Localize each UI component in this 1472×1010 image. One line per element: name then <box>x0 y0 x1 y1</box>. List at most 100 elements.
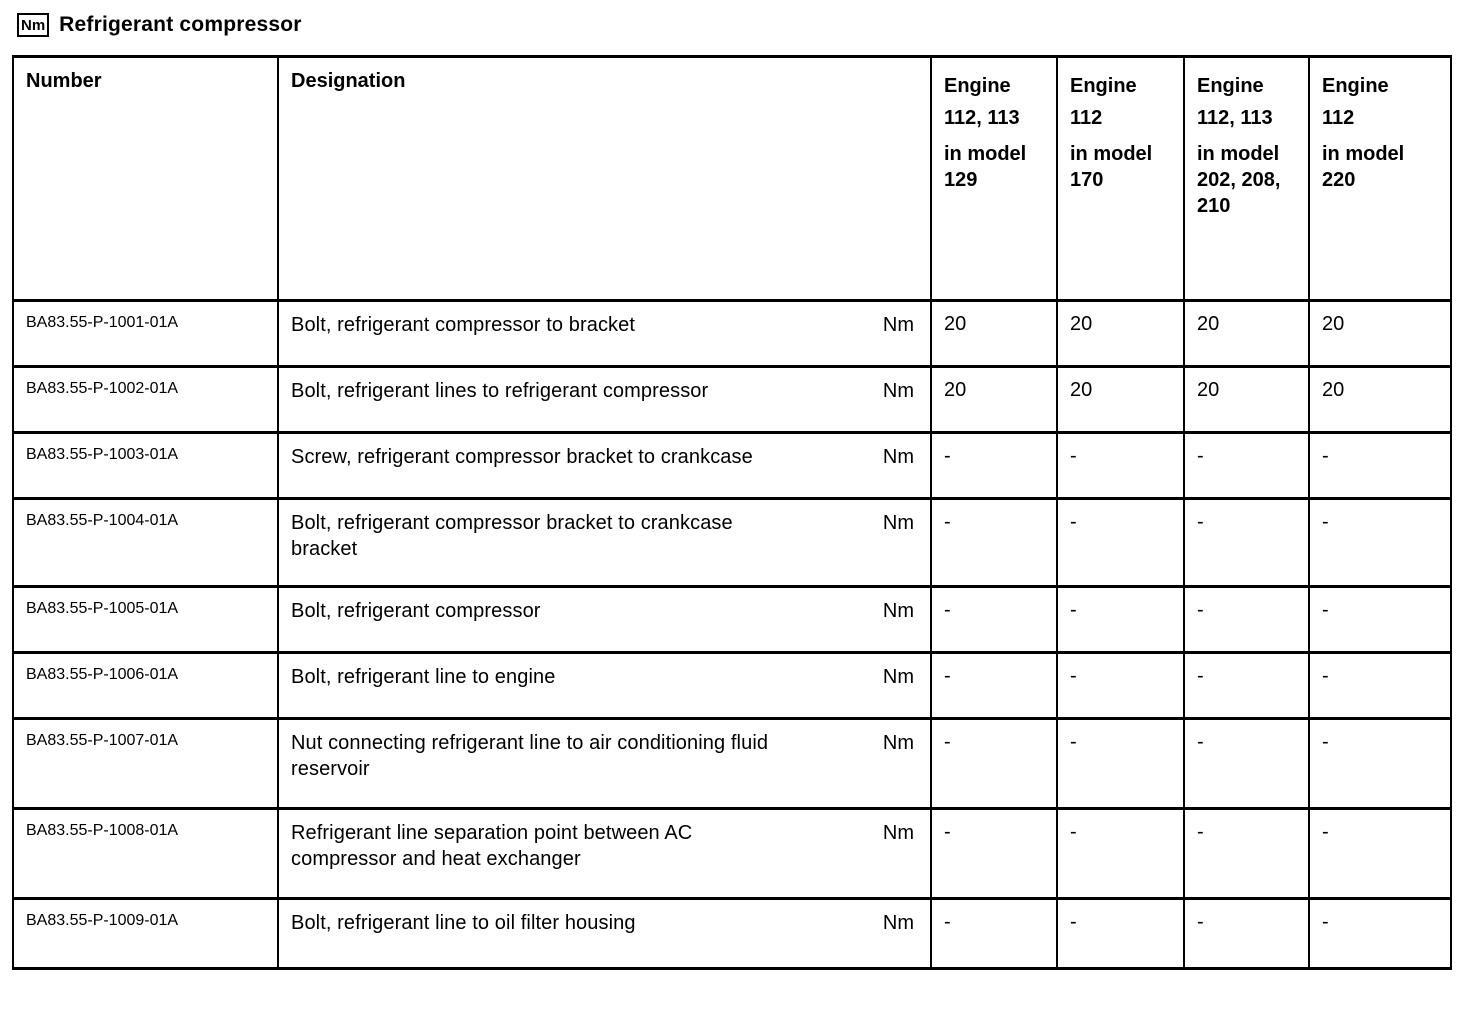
cell-torque-value: 20 <box>1183 299 1310 368</box>
table-row: BA83.55-P-1001-01A Bolt, refrigerant com… <box>12 299 1452 368</box>
cell-torque-value: 20 <box>1056 365 1185 434</box>
designation-text: Screw, refrigerant compressor bracket to… <box>291 446 753 468</box>
table-row: BA83.55-P-1006-01A Bolt, refrigerant lin… <box>12 651 1452 720</box>
table-row: BA83.55-P-1003-01A Screw, refrigerant co… <box>12 431 1452 500</box>
unit-label: Nm <box>882 666 914 688</box>
cell-torque-value: - <box>1056 585 1185 654</box>
designation-wrap: Bolt, refrigerant line to oil filter hou… <box>291 910 914 936</box>
cell-number: BA83.55-P-1005-01A <box>12 585 279 654</box>
cell-designation: Nut connecting refrigerant line to air c… <box>277 717 932 810</box>
cell-torque-value: - <box>1308 431 1452 500</box>
unit-label: Nm <box>882 512 914 534</box>
torque-nm-icon: Nm <box>17 13 50 37</box>
designation-text: Bolt, refrigerant compressor to bracket <box>291 314 636 336</box>
cell-designation: Bolt, refrigerant compressor bracket to … <box>277 497 932 588</box>
cell-torque-value: - <box>930 431 1058 500</box>
designation-wrap: Bolt, refrigerant line to engine Nm <box>291 664 914 690</box>
cell-designation: Refrigerant line separation point betwee… <box>277 807 932 900</box>
col-header-number: Number <box>12 55 279 302</box>
engine-header-engine-lines: Engine 112 <box>1070 75 1137 129</box>
table-row: BA83.55-P-1004-01A Bolt, refrigerant com… <box>12 497 1452 588</box>
unit-label: Nm <box>882 600 914 622</box>
cell-designation: Bolt, refrigerant line to engine Nm <box>277 651 932 720</box>
cell-designation: Bolt, refrigerant lines to refrigerant c… <box>277 365 932 434</box>
designation-text: Bolt, refrigerant line to engine <box>291 666 556 688</box>
engine-header-model-lines: in model 202, 208, 210 <box>1197 143 1281 217</box>
cell-torque-value: - <box>930 497 1058 588</box>
engine-header-model-lines: in model 220 <box>1322 143 1405 191</box>
cell-number: BA83.55-P-1006-01A <box>12 651 279 720</box>
designation-wrap: Screw, refrigerant compressor bracket to… <box>291 444 914 470</box>
col-header-engine: Engine 112, 113 in model 129 <box>930 55 1058 302</box>
cell-torque-value: - <box>1056 717 1185 810</box>
cell-torque-value: 20 <box>930 299 1058 368</box>
cell-torque-value: - <box>1308 717 1452 810</box>
cell-torque-value: 20 <box>930 365 1058 434</box>
engine-header-engine-lines: Engine 112 <box>1322 75 1389 129</box>
table-row: BA83.55-P-1007-01A Nut connecting refrig… <box>12 717 1452 810</box>
cell-torque-value: - <box>1183 651 1310 720</box>
cell-torque-value: - <box>1183 585 1310 654</box>
cell-torque-value: - <box>1308 585 1452 654</box>
col-header-engine: Engine 112 in model 170 <box>1056 55 1185 302</box>
cell-torque-value: - <box>1183 431 1310 500</box>
cell-torque-value: - <box>930 717 1058 810</box>
designation-text: Refrigerant line separation point betwee… <box>291 822 693 870</box>
engine-header-model-lines: in model 129 <box>944 143 1027 191</box>
cell-torque-value: - <box>1308 497 1452 588</box>
col-header-engine: Engine 112 in model 220 <box>1308 55 1452 302</box>
unit-label: Nm <box>882 822 914 844</box>
cell-torque-value: - <box>930 585 1058 654</box>
cell-torque-value: - <box>1183 807 1310 900</box>
designation-text: Bolt, refrigerant line to oil filter hou… <box>291 912 636 934</box>
cell-number: BA83.55-P-1007-01A <box>12 717 279 810</box>
cell-torque-value: - <box>930 807 1058 900</box>
cell-torque-value: 20 <box>1183 365 1310 434</box>
page-title: Refrigerant compressor <box>59 13 302 36</box>
cell-designation: Bolt, refrigerant compressor to bracket … <box>277 299 932 368</box>
col-header-engine: Engine 112, 113 in model 202, 208, 210 <box>1183 55 1310 302</box>
torque-table: Number Designation Engine 112, 113 in mo… <box>12 55 1452 970</box>
designation-text: Bolt, refrigerant compressor <box>291 600 541 622</box>
cell-number: BA83.55-P-1002-01A <box>12 365 279 434</box>
cell-designation: Bolt, refrigerant line to oil filter hou… <box>277 897 932 970</box>
cell-torque-value: - <box>1183 717 1310 810</box>
cell-number: BA83.55-P-1009-01A <box>12 897 279 970</box>
unit-label: Nm <box>882 446 914 468</box>
unit-label: Nm <box>882 732 914 754</box>
designation-text: Bolt, refrigerant compressor bracket to … <box>291 512 733 560</box>
col-header-designation: Designation <box>277 55 932 302</box>
cell-designation: Screw, refrigerant compressor bracket to… <box>277 431 932 500</box>
cell-torque-value: - <box>1056 431 1185 500</box>
engine-header-model-lines: in model 170 <box>1070 143 1153 191</box>
cell-torque-value: - <box>1308 651 1452 720</box>
page-title-row: Nm Refrigerant compressor <box>17 8 1472 42</box>
cell-torque-value: - <box>930 897 1058 970</box>
cell-torque-value: - <box>1056 651 1185 720</box>
cell-torque-value: - <box>1056 497 1185 588</box>
cell-torque-value: 20 <box>1308 365 1452 434</box>
unit-label: Nm <box>882 380 914 402</box>
designation-wrap: Bolt, refrigerant compressor bracket to … <box>291 510 914 562</box>
cell-torque-value: - <box>1056 897 1185 970</box>
table-row: BA83.55-P-1009-01A Bolt, refrigerant lin… <box>12 897 1452 970</box>
designation-wrap: Refrigerant line separation point betwee… <box>291 820 914 872</box>
table-header-row: Number Designation Engine 112, 113 in mo… <box>12 55 1452 302</box>
table-row: BA83.55-P-1008-01A Refrigerant line sepa… <box>12 807 1452 900</box>
engine-header-engine-lines: Engine 112, 113 <box>1197 75 1273 129</box>
cell-torque-value: - <box>930 651 1058 720</box>
cell-number: BA83.55-P-1001-01A <box>12 299 279 368</box>
cell-torque-value: 20 <box>1308 299 1452 368</box>
unit-label: Nm <box>882 314 914 336</box>
cell-torque-value: 20 <box>1056 299 1185 368</box>
cell-torque-value: - <box>1183 497 1310 588</box>
cell-number: BA83.55-P-1004-01A <box>12 497 279 588</box>
designation-text: Bolt, refrigerant lines to refrigerant c… <box>291 380 709 402</box>
designation-wrap: Bolt, refrigerant compressor Nm <box>291 598 914 624</box>
cell-torque-value: - <box>1183 897 1310 970</box>
designation-wrap: Bolt, refrigerant compressor to bracket … <box>291 312 914 338</box>
cell-torque-value: - <box>1056 807 1185 900</box>
table-row: BA83.55-P-1005-01A Bolt, refrigerant com… <box>12 585 1452 654</box>
cell-designation: Bolt, refrigerant compressor Nm <box>277 585 932 654</box>
